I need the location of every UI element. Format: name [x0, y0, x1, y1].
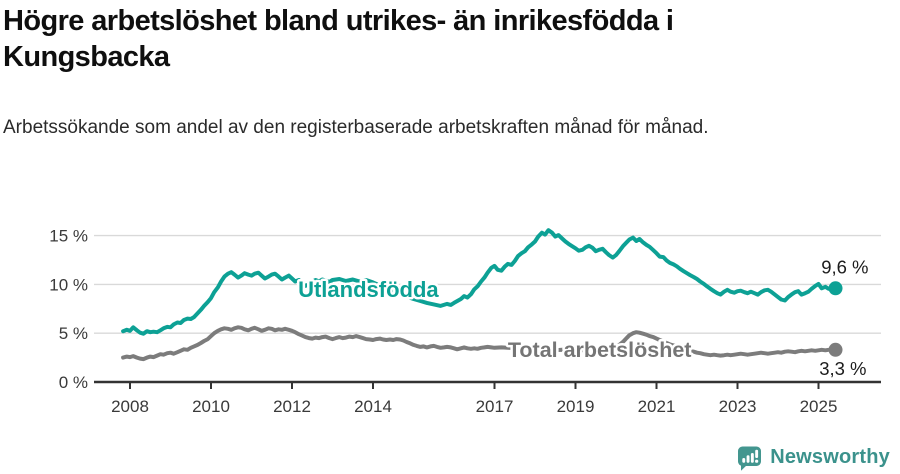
series-line-total-arbetsl-shet — [121, 325, 838, 362]
series-end-dot — [828, 342, 843, 357]
series-inline-label: Total arbetslöshet — [508, 338, 692, 362]
x-axis-tick-label: 2023 — [719, 397, 757, 416]
x-axis-tick-label: 2010 — [192, 397, 230, 416]
x-axis-tick-label: 2012 — [273, 397, 311, 416]
series-end-value-label: 9,6 % — [821, 256, 868, 277]
newsworthy-wordmark: Newsworthy — [770, 445, 890, 468]
y-axis-tick-label: 10 % — [49, 275, 88, 294]
x-axis-tick-label: 2021 — [638, 397, 676, 416]
x-axis-tick-label: 2008 — [111, 397, 149, 416]
page-subtitle: Arbetssökande som andel av den registerb… — [3, 117, 709, 138]
series-line-utlandsf-dda — [121, 228, 838, 336]
series-inline-label: Utlandsfödda — [298, 277, 439, 302]
newsworthy-logo: Newsworthy — [736, 443, 890, 471]
series-end-value-label: 3,3 % — [819, 358, 866, 379]
y-axis-tick-label: 15 % — [49, 227, 88, 246]
x-axis-tick-label: 2017 — [476, 397, 514, 416]
y-axis-tick-label: 5 % — [59, 324, 88, 343]
x-axis-tick-label: 2025 — [800, 397, 838, 416]
y-axis-tick-label: 0 % — [59, 373, 88, 392]
x-axis-tick-label: 2014 — [354, 397, 392, 416]
x-axis-tick-label: 2019 — [557, 397, 595, 416]
bar-chart-speech-bubble-icon — [738, 446, 762, 471]
page-title: Högre arbetslöshet bland utrikes- än inr… — [3, 5, 674, 73]
series-end-dot — [828, 281, 843, 296]
